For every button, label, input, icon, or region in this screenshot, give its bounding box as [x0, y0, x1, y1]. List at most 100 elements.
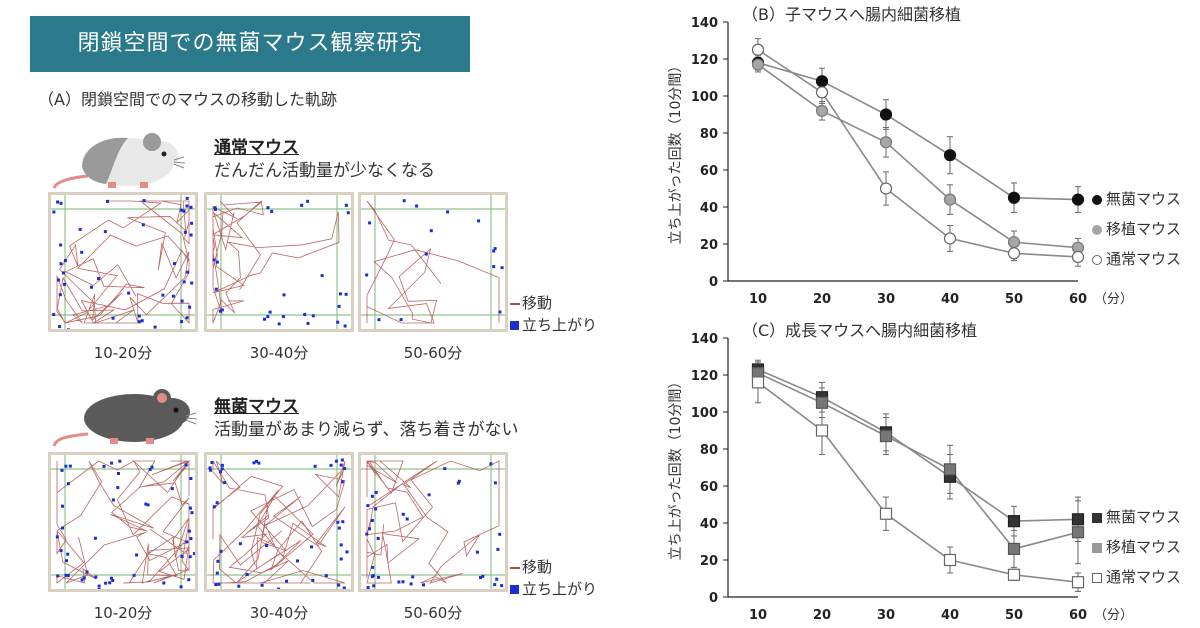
rearing-mark [185, 204, 189, 208]
rearing-mark [111, 498, 115, 502]
rearing-mark [146, 503, 150, 507]
y-tick-label: 40 [700, 201, 718, 216]
rearing-mark [422, 583, 425, 587]
rearing-mark [368, 527, 371, 531]
rearing-mark [282, 293, 286, 297]
rearing-mark [171, 294, 175, 298]
rearing-mark [344, 203, 348, 207]
rearing-mark [311, 314, 315, 318]
rearing-mark [212, 505, 216, 509]
rearing-mark [57, 278, 60, 282]
data-point [879, 507, 893, 520]
rearing-mark [85, 570, 89, 574]
y-tick-label: 120 [691, 369, 718, 384]
rearing-mark [266, 206, 270, 210]
rearing-mark [339, 557, 343, 561]
rearing-mark [218, 309, 222, 313]
rearing-mark [370, 519, 374, 522]
rearing-mark [189, 205, 193, 209]
data-point [1007, 568, 1021, 581]
rearing-mark [141, 223, 145, 227]
rearing-mark [161, 293, 165, 297]
data-point [879, 108, 893, 121]
rearing-mark [97, 588, 101, 589]
rearing-mark [443, 467, 447, 471]
rearing-mark [68, 464, 72, 468]
rearing-mark [329, 463, 333, 467]
rearing-mark [97, 277, 100, 281]
data-point [815, 104, 829, 117]
rearing-mark [104, 581, 108, 585]
rearing-mark [208, 466, 212, 470]
rearing-mark [179, 208, 183, 212]
rearing-mark [343, 324, 347, 328]
rearing-mark [219, 470, 222, 474]
rearing-mark [212, 258, 216, 262]
data-point [943, 149, 957, 162]
rearing-mark [401, 512, 405, 516]
rearing-mark [337, 304, 341, 308]
rearing-mark [182, 280, 186, 284]
rearing-mark [265, 544, 269, 547]
rearing-mark [493, 247, 497, 251]
rearing-mark [189, 233, 193, 237]
rearing-mark [220, 308, 224, 312]
rearing-mark [216, 559, 220, 563]
rearing-mark [189, 537, 193, 541]
chart-b-legend-transplant: 移植マウス [1092, 218, 1181, 239]
rearing-mark [492, 265, 496, 269]
data-point [1071, 250, 1085, 264]
data-point [1071, 513, 1085, 526]
rearing-mark [137, 314, 141, 318]
rearing-mark [300, 203, 304, 207]
rearing-mark [500, 266, 504, 270]
y-tick-label: 120 [691, 53, 718, 68]
x-tick-label: 50 [1005, 608, 1023, 623]
track-germfree-10-20 [48, 452, 198, 592]
chart-title: （C）成長マウスへ腸内細菌移植 [742, 321, 977, 340]
rearing-mark [340, 458, 344, 462]
rearing-mark [277, 322, 281, 326]
rearing-mark [424, 252, 428, 256]
y-tick-label: 0 [709, 591, 718, 606]
chart-b-legend-normal: 通常マウス [1092, 248, 1181, 269]
rearing-mark [182, 209, 186, 213]
data-point [815, 424, 829, 437]
y-tick-label: 60 [700, 480, 718, 495]
rearing-mark [366, 504, 370, 508]
rearing-mark [374, 491, 378, 494]
rearing-mark [140, 319, 144, 323]
rearing-mark [208, 468, 212, 472]
rearing-mark [371, 565, 375, 569]
rearing-mark [190, 511, 194, 515]
x-tick-label: 20 [813, 608, 831, 623]
rearing-mark [90, 285, 93, 289]
x-tick-label: 40 [941, 292, 959, 307]
rearing-mark [477, 219, 481, 223]
track-legend-move: 移動 [510, 292, 552, 313]
rearing-mark [405, 517, 409, 521]
rearing-mark [339, 292, 342, 296]
rearing-mark [415, 204, 419, 208]
rearing-mark [366, 586, 370, 589]
rearing-mark [245, 573, 249, 576]
series-line [757, 372, 1079, 550]
data-point [879, 182, 893, 195]
rearing-mark [102, 464, 106, 468]
x-tick-label: 10 [749, 292, 767, 307]
rearing-mark [223, 481, 227, 485]
rearing-mark [66, 482, 70, 486]
rearing-mark [215, 571, 219, 575]
rearing-mark [370, 494, 374, 498]
data-point [943, 463, 957, 476]
germfree-mouse-icon [52, 389, 198, 447]
rearing-mark [185, 196, 189, 200]
rearing-mark [344, 292, 348, 296]
rearing-mark [489, 462, 493, 466]
x-tick-label: 60 [1069, 292, 1087, 307]
rearing-mark [498, 310, 502, 314]
rearing-mark [109, 576, 113, 580]
series-line [757, 381, 1079, 583]
rearing-mark [111, 579, 115, 582]
